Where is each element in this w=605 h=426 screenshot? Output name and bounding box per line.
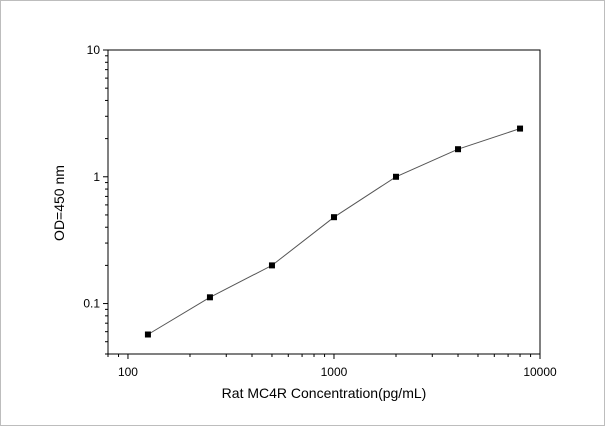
x-axis-label: Rat MC4R Concentration(pg/mL): [222, 385, 427, 401]
data-point: [455, 146, 462, 153]
x-tick-label: 100: [118, 365, 138, 379]
data-points: [144, 125, 524, 338]
tick-marks: [103, 49, 541, 359]
data-point: [330, 214, 337, 221]
tick-labels: 100 1000 10000 0.1 1 10: [83, 43, 557, 379]
axes: [107, 49, 541, 355]
series-line: [147, 128, 521, 335]
data-point: [268, 262, 275, 269]
curve-line: [147, 128, 521, 335]
data-point: [517, 125, 524, 132]
y-tick-label: 1: [93, 170, 100, 184]
y-tick-label: 0.1: [83, 297, 100, 311]
y-tick-label: 10: [87, 43, 101, 57]
data-point: [144, 331, 151, 338]
x-tick-label: 1000: [321, 365, 348, 379]
data-point: [206, 294, 213, 301]
y-axis-label: OD=450 nm: [51, 165, 67, 241]
plot-area-border: [107, 49, 541, 355]
x-tick-label: 10000: [523, 365, 557, 379]
data-point: [393, 173, 399, 180]
